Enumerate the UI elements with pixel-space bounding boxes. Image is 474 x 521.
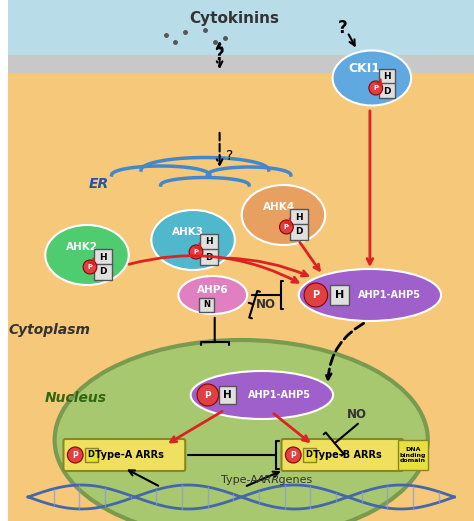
Text: D: D — [306, 450, 312, 459]
Circle shape — [369, 81, 383, 95]
Ellipse shape — [55, 340, 428, 521]
Text: H: H — [205, 238, 213, 246]
Text: Type-A: Type-A — [221, 475, 262, 485]
Text: NO: NO — [347, 408, 367, 421]
Text: H: H — [223, 390, 232, 400]
FancyBboxPatch shape — [200, 297, 214, 312]
FancyBboxPatch shape — [282, 439, 403, 471]
Ellipse shape — [151, 210, 235, 270]
FancyBboxPatch shape — [9, 0, 474, 60]
FancyBboxPatch shape — [94, 264, 111, 280]
FancyBboxPatch shape — [398, 440, 428, 470]
Circle shape — [197, 384, 219, 406]
Text: genes: genes — [274, 475, 312, 485]
Text: H: H — [335, 290, 344, 300]
Text: CKI1: CKI1 — [348, 61, 380, 75]
Ellipse shape — [191, 371, 333, 419]
Text: AHP1-AHP5: AHP1-AHP5 — [248, 390, 311, 400]
Circle shape — [189, 245, 203, 259]
Text: Type-A ARRs: Type-A ARRs — [95, 450, 164, 460]
Text: ER: ER — [89, 177, 109, 191]
FancyBboxPatch shape — [200, 249, 218, 265]
Circle shape — [304, 283, 328, 307]
Text: AHK3: AHK3 — [172, 227, 204, 237]
Ellipse shape — [333, 51, 411, 105]
Text: H: H — [99, 253, 107, 262]
Ellipse shape — [242, 185, 325, 245]
FancyBboxPatch shape — [329, 285, 349, 305]
Circle shape — [285, 447, 301, 463]
Ellipse shape — [46, 225, 129, 285]
Text: ?: ? — [337, 19, 347, 37]
Text: P: P — [73, 451, 78, 460]
Circle shape — [67, 447, 83, 463]
Text: ?: ? — [215, 46, 225, 64]
FancyBboxPatch shape — [9, 72, 474, 521]
Text: P: P — [284, 224, 289, 230]
Ellipse shape — [299, 269, 441, 321]
Text: D: D — [87, 450, 94, 459]
FancyBboxPatch shape — [379, 69, 395, 84]
Text: P: P — [291, 451, 296, 460]
FancyBboxPatch shape — [291, 209, 308, 225]
Text: P: P — [312, 290, 319, 300]
Text: Type-B ARRs: Type-B ARRs — [313, 450, 382, 460]
FancyBboxPatch shape — [291, 224, 308, 240]
FancyBboxPatch shape — [219, 386, 237, 404]
Text: Cytokinins: Cytokinins — [189, 10, 279, 26]
Ellipse shape — [178, 276, 247, 314]
Text: N: N — [203, 300, 210, 309]
Circle shape — [280, 220, 293, 234]
FancyBboxPatch shape — [94, 249, 111, 265]
Text: D: D — [99, 267, 107, 277]
Text: AHP6: AHP6 — [197, 285, 228, 295]
Text: P: P — [87, 264, 92, 270]
Circle shape — [83, 260, 97, 274]
Text: D: D — [205, 253, 212, 262]
Text: AHK4: AHK4 — [263, 202, 295, 212]
Text: P: P — [373, 85, 378, 91]
Text: Cytoplasm: Cytoplasm — [9, 323, 91, 337]
Text: AHK2: AHK2 — [66, 242, 98, 252]
Text: NO: NO — [256, 299, 276, 312]
Text: AHP1-AHP5: AHP1-AHP5 — [358, 290, 421, 300]
Text: DNA
binding
domain: DNA binding domain — [400, 446, 426, 463]
Text: ARR: ARR — [256, 475, 279, 485]
Text: P: P — [193, 249, 199, 255]
FancyBboxPatch shape — [200, 234, 218, 250]
FancyBboxPatch shape — [9, 55, 474, 73]
FancyBboxPatch shape — [379, 83, 395, 98]
Text: D: D — [295, 228, 303, 237]
Text: H: H — [295, 213, 303, 221]
Text: D: D — [383, 86, 390, 95]
Text: P: P — [204, 391, 211, 400]
FancyBboxPatch shape — [302, 448, 316, 462]
Text: Nucleus: Nucleus — [44, 391, 106, 405]
Text: H: H — [383, 72, 391, 81]
Text: ?: ? — [227, 149, 234, 163]
FancyBboxPatch shape — [84, 448, 98, 462]
FancyBboxPatch shape — [64, 439, 185, 471]
